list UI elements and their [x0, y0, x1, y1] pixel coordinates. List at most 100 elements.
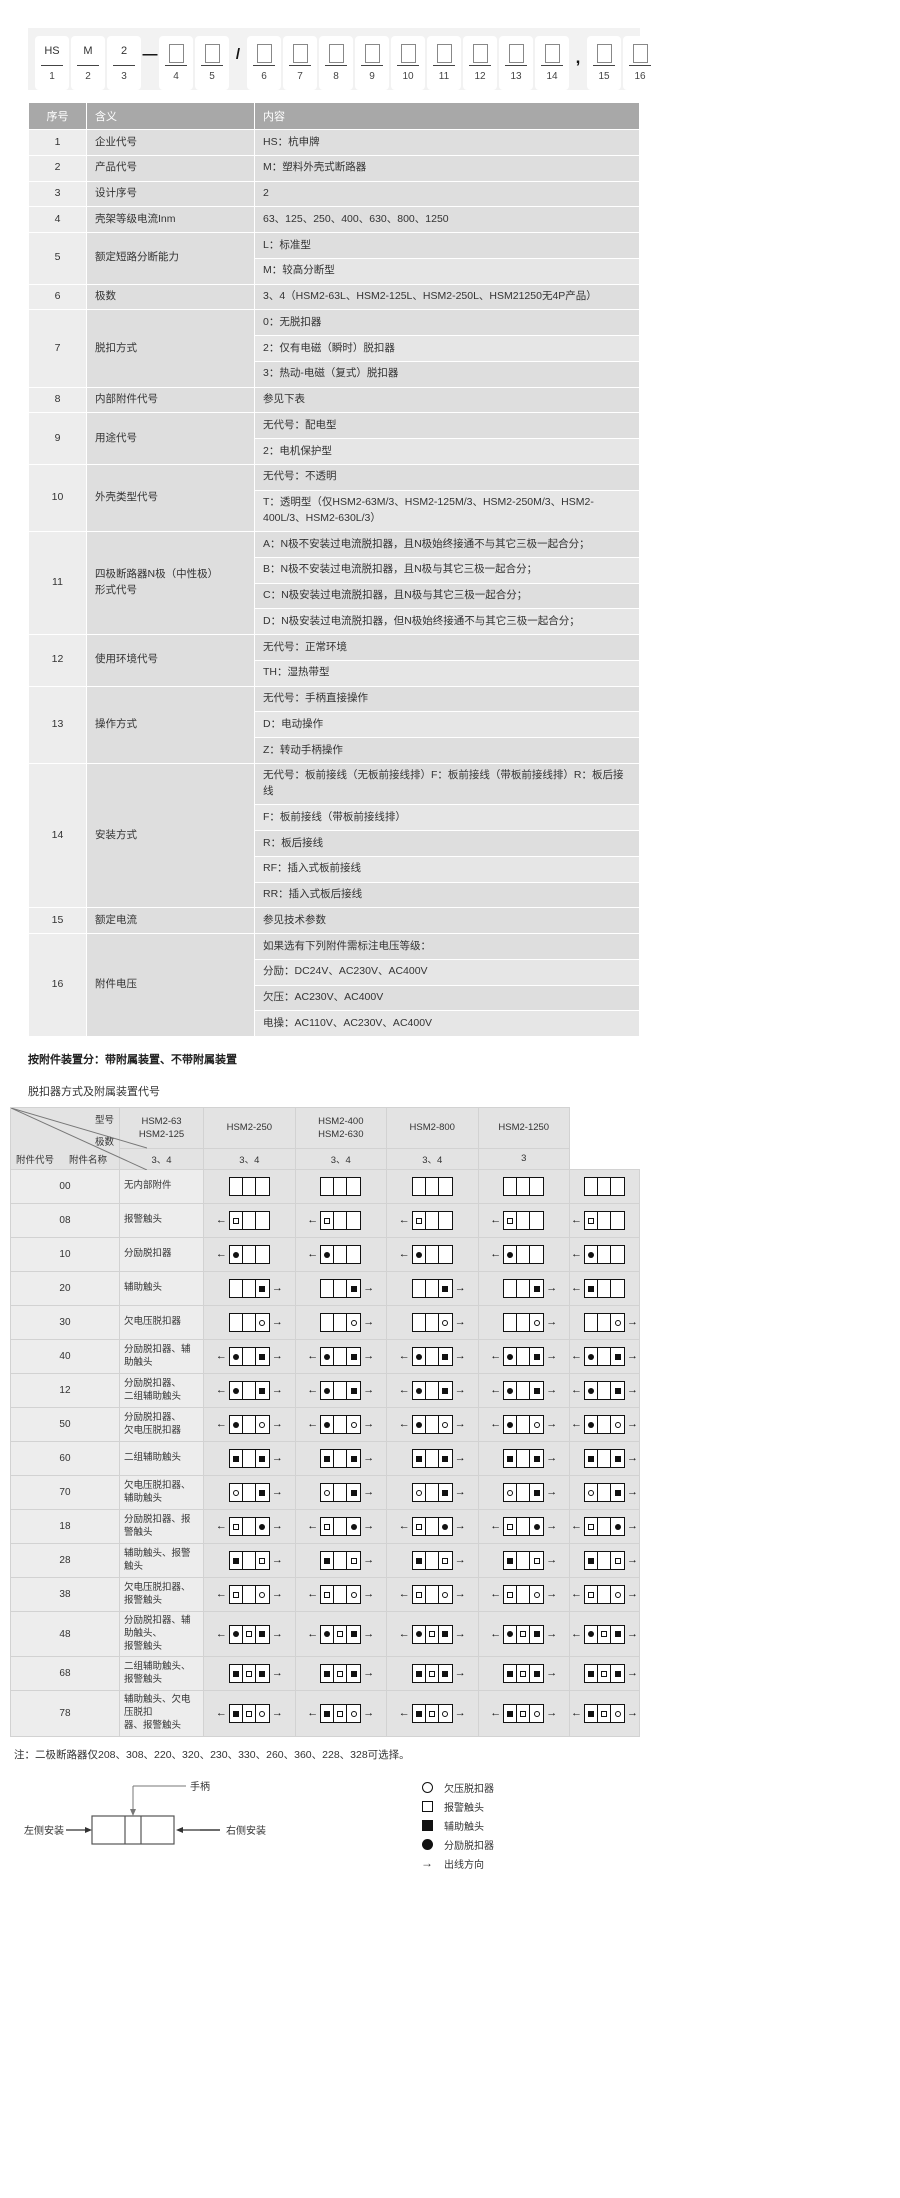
right-arrow-icon: → [627, 1350, 638, 1362]
code-cell-12[interactable]: 12 [463, 36, 497, 90]
accessory-row: 28 辅助触头、报警触头 → → → → → [10, 1543, 640, 1578]
pole-group [411, 1279, 453, 1298]
symbol-group: ← → [296, 1624, 386, 1644]
pole-slot [530, 1246, 543, 1263]
code-cell-9[interactable]: 9 [355, 36, 389, 90]
accessory-pole-header-0: 3、4 [118, 1147, 205, 1171]
sq-f-marker-icon [533, 1455, 540, 1462]
pole-slot [230, 1665, 243, 1683]
sq-f-marker-icon [350, 1455, 357, 1462]
circle-f-marker-icon [507, 1421, 514, 1428]
spec-row: 15 额定电流 参见技术参数 [28, 907, 640, 934]
pole-group [584, 1415, 625, 1434]
pole-group [411, 1551, 453, 1570]
circle-f-marker-icon [415, 1353, 422, 1360]
accessory-symbol-cell-3: → [477, 1271, 570, 1306]
right-arrow-icon: → [454, 1707, 466, 1720]
code-cell-rule [397, 65, 419, 66]
code-cell-13[interactable]: 13 [499, 36, 533, 90]
spec-row-content: RR：插入式板后接线 [254, 881, 640, 909]
handle-label-text: 手柄 [190, 1780, 210, 1793]
code-cell-7[interactable]: 7 [283, 36, 317, 90]
circle-o-marker-icon [507, 1489, 514, 1496]
accessory-symbol-cell-2: ← → [386, 1339, 479, 1374]
spec-col-meaning: 含义 [86, 102, 255, 130]
symbol-group: → [570, 1313, 639, 1332]
pole-group [411, 1624, 453, 1644]
code-cell-6[interactable]: 6 [247, 36, 281, 90]
pole-slot [334, 1484, 348, 1501]
code-cell-15[interactable]: 15 [587, 36, 621, 90]
spec-row-meaning: 外壳类型代号 [86, 463, 255, 533]
accessory-row: 70 欠电压脱扣器、 辅助触头 → → → → → [10, 1475, 640, 1510]
symbol-group: → [479, 1279, 570, 1298]
accessory-code: 38 [10, 1577, 120, 1612]
left-arrow-icon: ← [571, 1282, 582, 1294]
left-arrow-icon: ← [571, 1384, 582, 1396]
legend-label: 欠压脱扣器 [444, 1783, 494, 1795]
pole-slot [530, 1450, 543, 1467]
accessory-name: 欠电压脱扣器、 辅助触头 [118, 1475, 205, 1510]
code-cell-1[interactable]: HS 1 [35, 36, 69, 90]
pole-group [320, 1585, 362, 1604]
accessory-code: 28 [10, 1543, 120, 1578]
symbol-group: → [479, 1313, 570, 1332]
spec-row: 3 设计序号 2 [28, 180, 640, 208]
code-cell-14[interactable]: 14 [535, 36, 569, 90]
code-cell-4[interactable]: 4 [159, 36, 193, 90]
corner-diagonal-icon [11, 1108, 147, 1170]
left-arrow-icon: ← [571, 1520, 582, 1532]
sq-f-marker-icon [507, 1455, 514, 1462]
pole-slot [230, 1178, 243, 1195]
sq-f-marker-icon [324, 1455, 331, 1462]
legend-row: 报警触头 [414, 1797, 494, 1816]
pole-slot [611, 1552, 624, 1569]
sq-o-marker-icon [520, 1631, 527, 1638]
pole-slot [439, 1246, 452, 1263]
pole-group [411, 1483, 453, 1502]
accessory-code: 18 [10, 1509, 120, 1544]
code-cell-rule [201, 65, 223, 66]
accessory-symbol-cell-4: ← → [569, 1509, 640, 1544]
code-cell-rule [253, 65, 275, 66]
spec-row-content: B：N极不安装过电流脱扣器，且N极与其它三极一起合分； [254, 556, 640, 584]
right-arrow-icon: → [271, 1667, 283, 1680]
pole-slot [439, 1665, 452, 1682]
left-arrow-icon: ← [307, 1707, 319, 1720]
accessory-symbol-cell-3: → [477, 1441, 570, 1476]
right-arrow-icon: → [363, 1627, 375, 1640]
spec-row-content: 参见下表 [254, 386, 640, 414]
pole-group [584, 1313, 625, 1332]
accessory-name: 二组辅助触头、 报警触头 [118, 1656, 205, 1692]
right-arrow-icon: → [627, 1418, 638, 1430]
pole-slot [585, 1552, 598, 1569]
pole-slot [321, 1665, 335, 1683]
pole-slot [230, 1382, 243, 1399]
right-arrow-icon: → [546, 1282, 558, 1294]
pole-slot [426, 1450, 439, 1467]
right-arrow-icon: → [271, 1486, 283, 1498]
right-arrow-icon: → [546, 1316, 558, 1328]
left-arrow-icon: ← [490, 1418, 502, 1430]
pole-slot [439, 1450, 452, 1467]
code-cell-16[interactable]: 16 [623, 36, 657, 90]
blank-box-icon [436, 43, 452, 63]
right-label-text: 右侧安装 [226, 1824, 266, 1837]
code-cell-10[interactable]: 10 [391, 36, 425, 90]
sq-f-marker-icon [259, 1285, 266, 1292]
symbol-group: → [296, 1449, 386, 1468]
spec-row: 7 脱扣方式 0：无脱扣器 [28, 309, 640, 388]
circle-f-marker-icon [507, 1631, 514, 1638]
code-cell-11[interactable]: 11 [427, 36, 461, 90]
spec-row-content: C：N极安装过电流脱扣器，且N极与其它三极一起合分； [254, 582, 640, 610]
code-cell-5[interactable]: 5 [195, 36, 229, 90]
code-cell-number: 4 [173, 71, 179, 82]
code-cell-8[interactable]: 8 [319, 36, 353, 90]
blank-box-icon [168, 43, 184, 63]
pole-slot [321, 1212, 335, 1229]
pole-slot [426, 1665, 439, 1683]
spec-row-meaning: 额定电流 [86, 907, 255, 934]
symbol-group: → [387, 1483, 477, 1502]
